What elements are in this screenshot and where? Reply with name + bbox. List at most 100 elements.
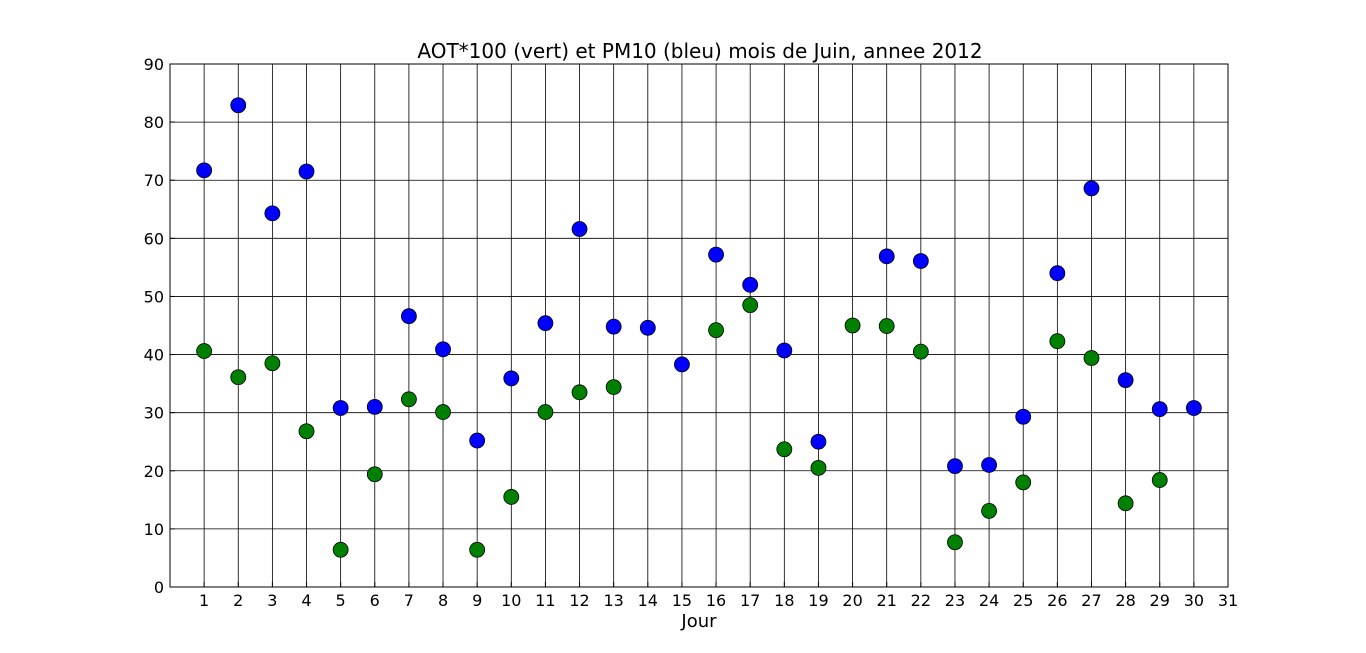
- data-point-series-1: [401, 308, 417, 325]
- data-point-series-2: [435, 404, 451, 420]
- x-tick-label: 5: [336, 591, 346, 610]
- data-point-series-1: [947, 458, 963, 475]
- x-tick-label: 21: [877, 591, 897, 610]
- x-tick-label: 20: [842, 591, 862, 610]
- data-point-series-1: [810, 433, 827, 450]
- axis-ticks: 1 2 3 4 5 6 7 8 9 10 11 12 13 14 15 16 17 18 19 20 21 22 23 24 2…: [144, 55, 1239, 610]
- data-point-series-2: [571, 384, 588, 401]
- x-tick-label: 24: [979, 591, 999, 610]
- data-point-series-2: [810, 459, 827, 476]
- data-point-series-2: [912, 343, 929, 360]
- x-tick-label: 16: [706, 591, 726, 610]
- data-point-series-1: [503, 370, 520, 387]
- data-point-series-1: [264, 205, 281, 222]
- data-points: [196, 97, 1202, 558]
- data-point-series-1: [878, 248, 895, 265]
- data-point-series-2: [298, 423, 315, 440]
- x-tick-label: 13: [603, 591, 623, 610]
- data-point-series-1: [366, 398, 383, 415]
- data-point-series-1: [742, 276, 759, 293]
- data-point-series-2: [1083, 350, 1100, 366]
- x-tick-label: 3: [267, 591, 277, 610]
- y-tick-label: 40: [144, 346, 164, 365]
- data-point-series-2: [844, 317, 861, 334]
- x-tick-label: 28: [1115, 591, 1135, 610]
- grid: [170, 63, 1229, 588]
- data-point-series-1: [469, 432, 486, 449]
- data-point-series-2: [196, 343, 213, 359]
- x-tick-label: 31: [1218, 591, 1238, 610]
- x-tick-label: 14: [638, 591, 658, 610]
- x-tick-label: 17: [740, 591, 760, 610]
- data-point-series-2: [1151, 472, 1168, 488]
- x-tick-label: 22: [911, 591, 931, 610]
- data-point-series-2: [264, 355, 281, 372]
- x-tick-label: 15: [672, 591, 692, 610]
- y-tick-label: 10: [144, 520, 164, 539]
- y-tick-label: 70: [144, 171, 164, 190]
- x-tick-label: 29: [1150, 591, 1170, 610]
- y-tick-label: 30: [144, 404, 164, 423]
- data-point-series-2: [981, 502, 997, 519]
- y-tick-label: 50: [144, 287, 164, 306]
- data-point-series-2: [1049, 333, 1066, 350]
- data-point-series-1: [1083, 180, 1100, 197]
- x-tick-label: 9: [472, 591, 482, 610]
- data-point-series-2: [878, 318, 895, 334]
- data-point-series-1: [435, 341, 451, 358]
- x-tick-label: 27: [1081, 591, 1101, 610]
- data-point-series-1: [1015, 408, 1032, 425]
- data-point-series-1: [298, 163, 315, 180]
- x-tick-label: 12: [569, 591, 589, 610]
- data-point-series-2: [742, 297, 759, 314]
- data-point-series-2: [401, 391, 417, 408]
- data-point-series-1: [674, 356, 690, 373]
- data-point-series-1: [605, 318, 622, 335]
- plot-frame: [169, 63, 1229, 588]
- x-tick-label: 10: [501, 591, 521, 610]
- data-point-series-2: [605, 379, 622, 395]
- data-point-series-1: [708, 246, 724, 263]
- y-tick-label: 20: [144, 462, 164, 481]
- data-point-series-1: [537, 315, 554, 332]
- x-tick-label: 26: [1047, 591, 1067, 610]
- data-point-series-1: [332, 400, 349, 416]
- data-point-series-2: [1015, 474, 1032, 491]
- x-tick-label: 11: [535, 591, 555, 610]
- data-point-series-1: [1185, 400, 1202, 416]
- data-point-series-2: [776, 441, 793, 458]
- data-point-series-1: [639, 319, 656, 336]
- x-tick-label: 19: [808, 591, 828, 610]
- x-tick-label: 1: [199, 591, 209, 610]
- chart-title: AOT*100 (vert) et PM10 (bleu) mois de Ju…: [417, 39, 982, 63]
- data-point-series-1: [1117, 372, 1134, 389]
- data-point-series-2: [503, 489, 520, 505]
- data-point-series-1: [196, 162, 213, 179]
- y-tick-label: 90: [144, 55, 164, 74]
- x-tick-label: 4: [301, 591, 311, 610]
- y-tick-label: 60: [144, 229, 164, 248]
- x-axis-label: Jour: [680, 611, 717, 632]
- x-tick-label: 23: [945, 591, 965, 610]
- data-point-series-1: [912, 253, 929, 269]
- data-point-series-1: [1049, 265, 1066, 282]
- data-point-series-2: [1117, 495, 1134, 512]
- y-tick-label: 0: [154, 578, 164, 597]
- data-point-series-2: [537, 404, 554, 420]
- x-tick-label: 30: [1184, 591, 1204, 610]
- data-point-series-1: [1151, 401, 1168, 418]
- data-point-series-1: [981, 457, 997, 473]
- data-point-series-2: [366, 466, 383, 483]
- x-tick-label: 2: [233, 591, 243, 610]
- x-tick-label: 6: [370, 591, 380, 610]
- y-tick-label: 80: [144, 113, 164, 132]
- data-point-series-2: [332, 541, 349, 558]
- x-tick-label: 18: [774, 591, 794, 610]
- x-tick-label: 7: [404, 591, 414, 610]
- data-point-series-2: [947, 534, 963, 551]
- data-point-series-2: [230, 369, 247, 386]
- data-point-series-2: [469, 541, 486, 558]
- data-point-series-2: [708, 322, 724, 339]
- x-tick-label: 8: [438, 591, 448, 610]
